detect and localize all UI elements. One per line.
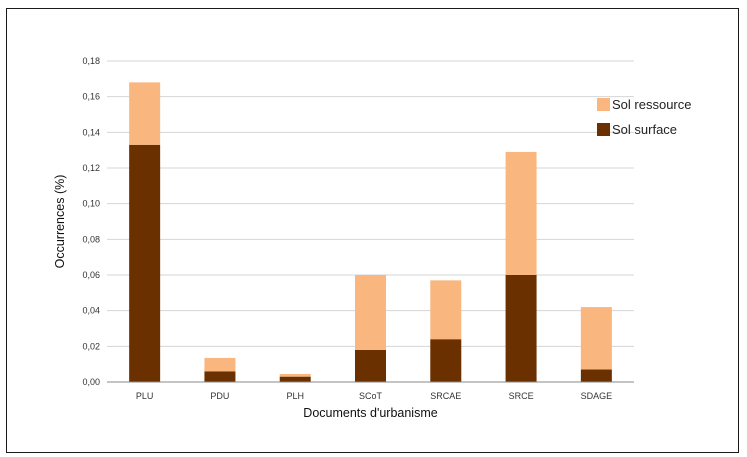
bars [129,82,612,382]
bar-scot-sol-ressource [355,275,386,350]
bar-plu-sol-ressource [129,82,161,145]
x-tick-label: SDAGE [581,391,613,401]
x-tick-label: PLU [136,391,154,401]
bar-pdu-sol-ressource [204,357,236,372]
y-tick-label: 0,18 [82,56,100,66]
legend-label-sol-surface: Sol surface [612,122,677,137]
y-tick-labels: 0,00 0,02 0,04 0,06 0,08 0,10 0,12 0,14 0,16 0,18 [82,56,100,387]
x-tick-labels: PLU PDU PLH SCoT SRCAE SRCE SDAGE [136,391,612,401]
x-tick-label: PDU [210,391,229,401]
bar-srcae-sol-ressource [430,280,462,340]
legend: Sol ressource Sol surface [597,97,691,137]
y-tick-label: 0,10 [82,199,100,209]
bar-plh-sol-ressource [279,373,311,377]
bar-pdu-sol-surface [204,371,236,382]
y-tick-label: 0,16 [82,92,100,102]
bar-srce-sol-ressource [505,151,537,275]
y-tick-label: 0,00 [82,377,100,387]
bar-sdage-sol-surface [580,369,612,382]
y-tick-label: 0,04 [82,306,100,316]
bar-srce-sol-surface [505,275,537,382]
x-axis-title: Documents d'urbanisme [303,406,437,420]
bar-plh-sol-surface [279,376,311,382]
x-tick-label: SCoT [359,391,383,401]
y-tick-label: 0,14 [82,127,100,137]
legend-label-sol-ressource: Sol ressource [612,97,691,112]
y-tick-label: 0,06 [82,270,100,280]
bar-sdage-sol-ressource [580,307,612,370]
y-axis-title: Occurrences (%) [53,175,67,269]
legend-swatch-sol-surface [597,123,610,136]
y-tick-label: 0,02 [82,341,100,351]
bar-plu-sol-surface [129,144,161,382]
bar-scot-sol-surface [355,349,386,382]
bar-srcae-sol-surface [430,339,462,382]
x-tick-label: PLH [286,391,304,401]
y-tick-label: 0,12 [82,163,100,173]
x-tick-label: SRCE [509,391,534,401]
x-tick-label: SRCAE [430,391,461,401]
gridlines [107,60,634,347]
legend-swatch-sol-ressource [597,98,610,111]
y-tick-label: 0,08 [82,234,100,244]
